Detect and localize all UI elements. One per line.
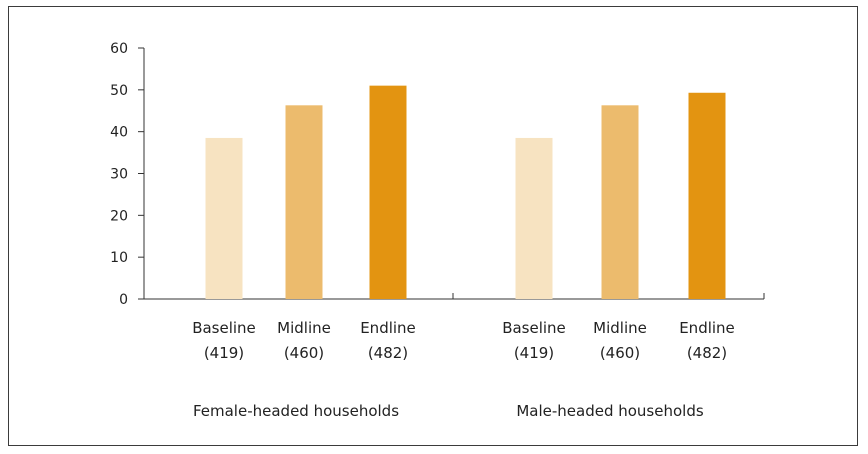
bar-midline-group-2 (601, 105, 639, 299)
y-tick-label: 20 (110, 208, 128, 224)
y-tick-label: 10 (110, 250, 128, 266)
category-label: Midline (593, 319, 647, 337)
y-tick-label: 60 (110, 41, 128, 57)
sample-size-label: (419) (204, 344, 244, 362)
category-label: Endline (679, 319, 735, 337)
x-axis (144, 293, 765, 300)
y-axis: 0 10 20 30 40 50 60 (110, 41, 145, 308)
bar-endline-group-2 (688, 92, 726, 300)
bars (205, 85, 726, 300)
group-label: Male-headed households (516, 402, 704, 420)
group-label: Female-headed households (193, 402, 399, 420)
sample-size-label: (460) (600, 344, 640, 362)
bar-baseline-group-1 (205, 137, 243, 299)
bar-midline-group-1 (285, 105, 323, 299)
category-label: Endline (360, 319, 416, 337)
y-tick-label: 30 (110, 167, 128, 183)
bar-baseline-group-2 (515, 137, 553, 299)
sample-size-label: (482) (368, 344, 408, 362)
sample-size-label: (482) (687, 344, 727, 362)
bar-endline-group-1 (369, 85, 407, 300)
sample-size-label: (419) (514, 344, 554, 362)
y-tick-label: 0 (119, 292, 128, 308)
category-label: Baseline (502, 319, 566, 337)
category-label: Midline (277, 319, 331, 337)
category-label: Baseline (192, 319, 256, 337)
category-labels: Baseline (419) Midline (460) Endline (482) Fem… (192, 319, 735, 420)
sample-size-label: (460) (284, 344, 324, 362)
y-tick-label: 40 (110, 125, 128, 141)
y-tick-label: 50 (110, 83, 128, 99)
